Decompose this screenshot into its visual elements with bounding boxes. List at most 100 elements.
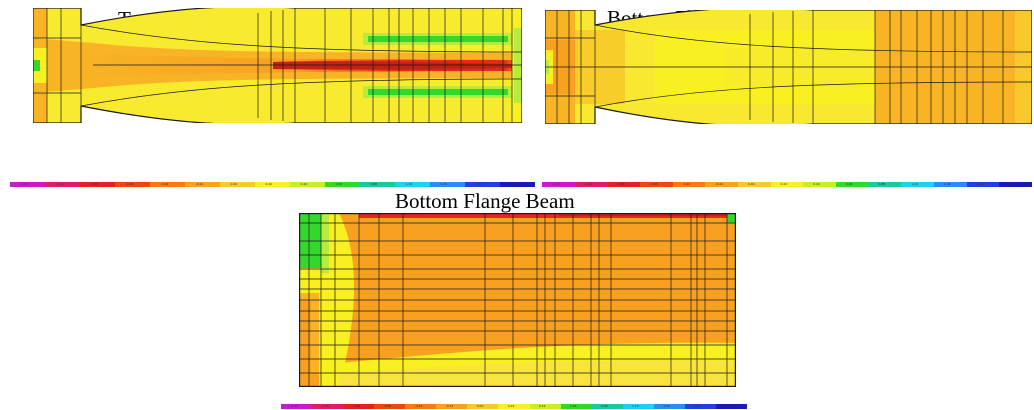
scale-segment: -0.66 (115, 182, 150, 187)
scale-segment: 0.00 (467, 404, 499, 409)
scale-segment: 0.66 (325, 182, 360, 187)
scale-segment: 1.76 (500, 182, 535, 187)
scale-tick-label: 0.44 (300, 182, 308, 186)
scale-tick-label: -0.88 (90, 182, 99, 186)
scale-segment: -1.32 (281, 404, 313, 409)
scale-tick-label: 1.10 (632, 404, 639, 408)
scale-tick-label: -0.22 (445, 404, 454, 408)
scale-segment: 0.88 (591, 404, 623, 409)
scale-segment: 0.44 (529, 404, 561, 409)
scale-segment: -0.22 (185, 182, 220, 187)
scale-segment: 0.66 (836, 182, 869, 187)
scale-segment: -0.22 (705, 182, 739, 187)
scale-segment: 0.66 (560, 404, 592, 409)
contour-fill-top (33, 8, 522, 123)
scale-segment: 0.44 (803, 182, 837, 187)
scale-segment: 0.22 (255, 182, 290, 187)
mesh-grid-top (33, 8, 522, 123)
scale-segment: 1.54 (966, 182, 1000, 187)
scale-tick-label: 0.22 (780, 182, 788, 186)
scale-segment: -1.10 (574, 182, 608, 187)
scale-segment: -1.32 (10, 182, 45, 187)
scale-tick-label: -0.22 (195, 182, 204, 186)
scale-tick-label: -0.88 (617, 182, 625, 186)
scale-tick-label: 1.54 (475, 182, 483, 186)
scale-tick-label: -1.32 (551, 182, 560, 186)
scale-tick-label: 0.00 (476, 404, 484, 408)
scale-segment: 1.76 (999, 182, 1033, 187)
scale-tick-label: 1.54 (694, 404, 701, 408)
scale-tick-label: -0.66 (125, 182, 134, 186)
scale-segment: -1.10 (45, 182, 80, 187)
scale-segment: -0.66 (640, 182, 673, 187)
scale-segment: 0.88 (360, 182, 395, 187)
scale-segment: 1.10 (622, 404, 654, 409)
color-scale-bar-3: -1.32 -1.10 -0.88 -0.66 -0.44 -0.22 0.00 0.22 0.… (281, 404, 747, 409)
scale-segment: -0.88 (607, 182, 641, 187)
scale-tick-label: 1.32 (943, 182, 951, 186)
scale-segment: 1.32 (934, 182, 967, 187)
scale-tick-label: 1.32 (440, 182, 448, 186)
outline-plan (299, 213, 736, 387)
scale-tick-label: 0.00 (230, 182, 238, 186)
scale-tick-label: 0.88 (600, 404, 608, 408)
scale-segment: 1.32 (653, 404, 685, 409)
scale-tick-label: 0.66 (335, 182, 343, 186)
scale-tick-label: -0.66 (649, 182, 658, 186)
scale-tick-label: -1.10 (321, 404, 330, 408)
scale-tick-label: 0.44 (813, 182, 820, 186)
scale-tick-label: 0.88 (878, 182, 886, 186)
contour-bottom-flange-beam (545, 10, 1032, 124)
scale-segment: 0.44 (290, 182, 325, 187)
scale-segment: 1.76 (715, 404, 747, 409)
scale-segment: -0.44 (672, 182, 706, 187)
outline-top (33, 8, 522, 123)
scale-tick-label: 1.10 (911, 182, 918, 186)
scale-segment: 0.00 (220, 182, 255, 187)
scale-tick-label: 0.88 (370, 182, 378, 186)
scale-tick-label: -0.44 (682, 182, 691, 186)
outline-bottom (545, 10, 1032, 124)
scale-tick-label: 0.22 (507, 404, 515, 408)
scale-tick-label: -0.66 (383, 404, 392, 408)
scale-segment: 0.88 (868, 182, 902, 187)
scale-segment: -0.88 (80, 182, 115, 187)
scale-tick-label: 0.66 (569, 404, 577, 408)
scale-segment: 0.22 (770, 182, 804, 187)
scale-segment: 1.10 (901, 182, 935, 187)
scale-tick-label: -0.44 (414, 404, 423, 408)
scale-tick-label: 1.76 (725, 404, 732, 408)
scale-tick-label: 0.22 (265, 182, 273, 186)
scale-segment: 1.10 (395, 182, 430, 187)
scale-tick-label: 0.66 (845, 182, 853, 186)
contour-bottom-flange-beam-plan (299, 213, 736, 387)
mesh-grid-bottom (545, 10, 1032, 124)
scale-segment: -0.88 (343, 404, 375, 409)
scale-segment: 1.54 (465, 182, 500, 187)
scale-tick-label: 1.32 (663, 404, 670, 408)
scale-segment: 1.32 (430, 182, 465, 187)
scale-tick-label: -1.10 (584, 182, 593, 186)
color-scale-bar-2: -1.32 -1.10 -0.88 -0.66 -0.44 -0.22 0.00 0.22 0.… (542, 182, 1033, 187)
scale-segment: -0.22 (436, 404, 468, 409)
title-bottom-flange-beam-plan: Bottom Flange Beam (395, 189, 575, 213)
scale-tick-label: -0.88 (352, 404, 361, 408)
scale-segment: -1.10 (312, 404, 344, 409)
scale-segment: 1.54 (684, 404, 716, 409)
scale-tick-label: -0.44 (160, 182, 169, 186)
scale-tick-label: 1.76 (1009, 182, 1016, 186)
contour-top-flange-beam (33, 8, 522, 123)
scale-tick-label: -1.32 (290, 404, 299, 408)
scale-segment: 0.00 (738, 182, 771, 187)
scale-segment: -0.44 (405, 404, 437, 409)
color-scale-bar-1: -1.32 -1.10 -0.88 -0.66 -0.44 -0.22 0.00 0.22 0.… (10, 182, 535, 187)
scale-tick-label: 1.10 (405, 182, 413, 186)
scale-tick-label: -0.22 (715, 182, 723, 186)
scale-tick-label: -1.32 (20, 182, 29, 186)
scale-segment: -1.32 (542, 182, 575, 187)
scale-tick-label: 1.76 (510, 182, 518, 186)
scale-segment: -0.44 (150, 182, 185, 187)
scale-tick-label: -1.10 (55, 182, 64, 186)
scale-tick-label: 1.54 (976, 182, 984, 186)
mesh-grid-plan (299, 213, 736, 387)
